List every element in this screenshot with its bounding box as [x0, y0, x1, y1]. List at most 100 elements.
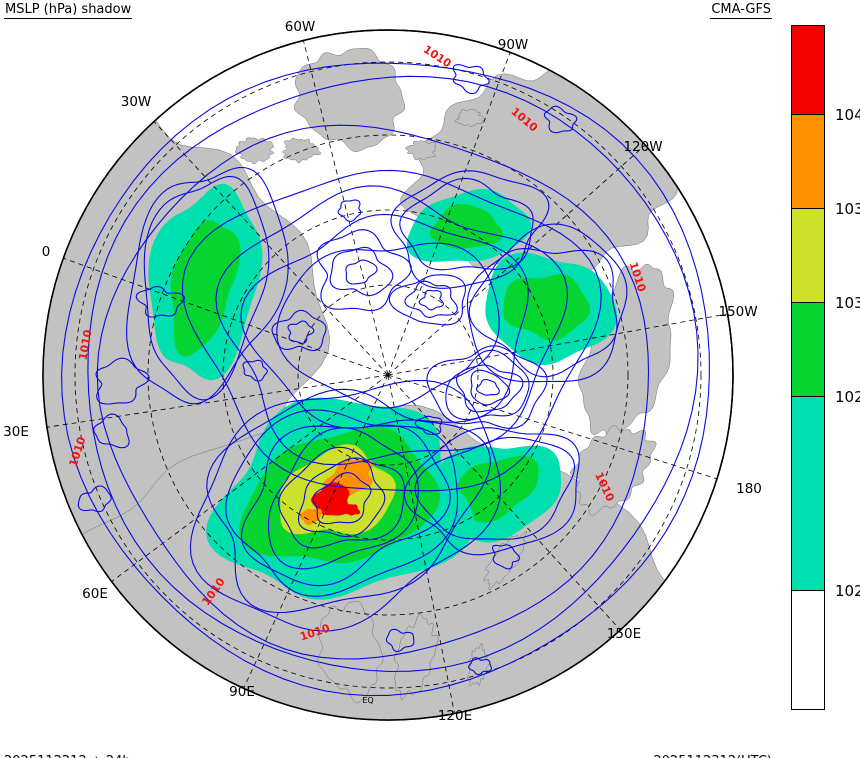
isobar-contour: [267, 427, 419, 570]
longitude-label: 120W: [623, 139, 662, 155]
isobar-contour: [345, 259, 378, 285]
pressure-fill-red: [311, 482, 350, 516]
longitude-label: 90E: [229, 684, 255, 700]
isobar-contour: [87, 75, 699, 673]
isobar-contour: [456, 364, 524, 413]
footer-init-times: 2025112212 + 24h 2025112220 + 24h: [4, 722, 131, 758]
landmass: [282, 137, 322, 164]
isobar-contour: [445, 349, 530, 421]
isobar-contour: [135, 285, 185, 318]
meridian-line: [303, 40, 389, 376]
isobar-contour: [61, 62, 710, 697]
isobar-contour: [240, 213, 529, 429]
footer-valid-times: 2025112312(UTC) 2025112320(CST): [598, 722, 772, 758]
map-border: [42, 29, 734, 721]
equator-label: EQ: [362, 696, 373, 705]
model-name: CMA-GFS: [710, 2, 772, 19]
longitude-label: 90W: [498, 37, 529, 53]
colorbar-segment: [791, 25, 825, 115]
meridian-line: [46, 374, 389, 428]
isobar-contour: [414, 436, 576, 540]
landmass: [317, 601, 384, 704]
isobar-contour: [225, 409, 459, 597]
isobar-contour: [271, 309, 327, 352]
longitude-label: 0: [42, 244, 51, 260]
landmass: [234, 137, 275, 165]
colorbar-label: 1035: [835, 200, 860, 218]
latitude-circle: [74, 61, 702, 689]
landmass: [454, 109, 486, 127]
isobar-contour: [126, 166, 289, 405]
isobar-contour: [388, 274, 466, 326]
longitude-label: 180: [736, 481, 762, 497]
colorbar-segment: [791, 208, 825, 303]
isobar-contour: [143, 175, 270, 401]
colorbar-segment: [791, 590, 825, 710]
meridian-line: [387, 374, 621, 631]
meridian-line: [111, 374, 389, 582]
colorbar-label: 1030: [835, 294, 860, 312]
landmass: [467, 642, 491, 687]
meridian-line: [387, 374, 718, 480]
chart-title: MSLP (hPa) shadow: [4, 2, 133, 19]
colorbar-label: 1040: [835, 106, 860, 124]
isobar-contour: [77, 485, 112, 513]
longitude-label: 60W: [285, 19, 316, 35]
isobar-contour: [418, 289, 444, 311]
isobar-contour: [470, 369, 511, 406]
valid-time-utc: 2025112312(UTC): [598, 754, 772, 758]
longitude-label: 30E: [3, 424, 29, 440]
isobar-contour: [189, 380, 502, 632]
landmass: [394, 613, 439, 700]
meridian-line: [387, 313, 728, 376]
isobar-contour: [390, 170, 550, 289]
isobar-contour: [452, 64, 490, 95]
longitude-label: 150E: [607, 626, 641, 642]
isobar-contour: [403, 427, 580, 556]
isobar-contour: [404, 280, 458, 318]
isobar-contour: [385, 628, 415, 653]
pressure-contours: [61, 62, 710, 697]
meridian-line: [387, 52, 511, 376]
isobar-contour: [96, 124, 650, 660]
meridian-line: [387, 374, 455, 714]
contour-value-label: 1010: [76, 328, 94, 361]
isobar-contour: [466, 223, 628, 383]
isobar-contour: [543, 105, 578, 134]
latitude-circle: [147, 134, 629, 616]
meridian-line: [63, 257, 389, 376]
isobar-contour: [287, 320, 315, 344]
pressure-fill-green: [429, 204, 503, 249]
longitude-label: 30W: [121, 94, 152, 110]
colorbar-segment: [791, 396, 825, 591]
meridian-line: [153, 121, 389, 376]
colorbar: 1040 1035 1030 1025 1020: [791, 25, 860, 710]
pressure-fill-green: [502, 274, 590, 341]
landmass: [570, 425, 657, 516]
isobar-contour: [337, 199, 362, 222]
isobar-contour: [276, 242, 500, 409]
isobar-contour: [93, 413, 130, 449]
isobar-contour: [206, 388, 491, 614]
isobar-contour: [297, 457, 386, 538]
isobar-contour: [316, 229, 412, 312]
isobar-contour: [182, 169, 602, 492]
isobar-contour: [414, 415, 443, 435]
colorbar-segment: [791, 114, 825, 209]
pressure-fill-green: [170, 220, 241, 357]
isobar-contour: [95, 357, 150, 405]
longitude-label: 60E: [82, 586, 108, 602]
isobar-contour: [329, 246, 394, 297]
isobar-contour: [242, 359, 268, 382]
pressure-fill-green: [451, 455, 539, 523]
isobar-contour: [491, 544, 521, 570]
isobar-contour: [468, 657, 493, 676]
isobar-contour: [278, 446, 405, 549]
meridian-line: [387, 144, 646, 376]
pressure-fill-orange: [299, 508, 323, 526]
colorbar-label: 1025: [835, 388, 860, 406]
isobar-contour: [215, 185, 568, 466]
init-time-utc: 2025112212 + 24h: [4, 754, 131, 758]
